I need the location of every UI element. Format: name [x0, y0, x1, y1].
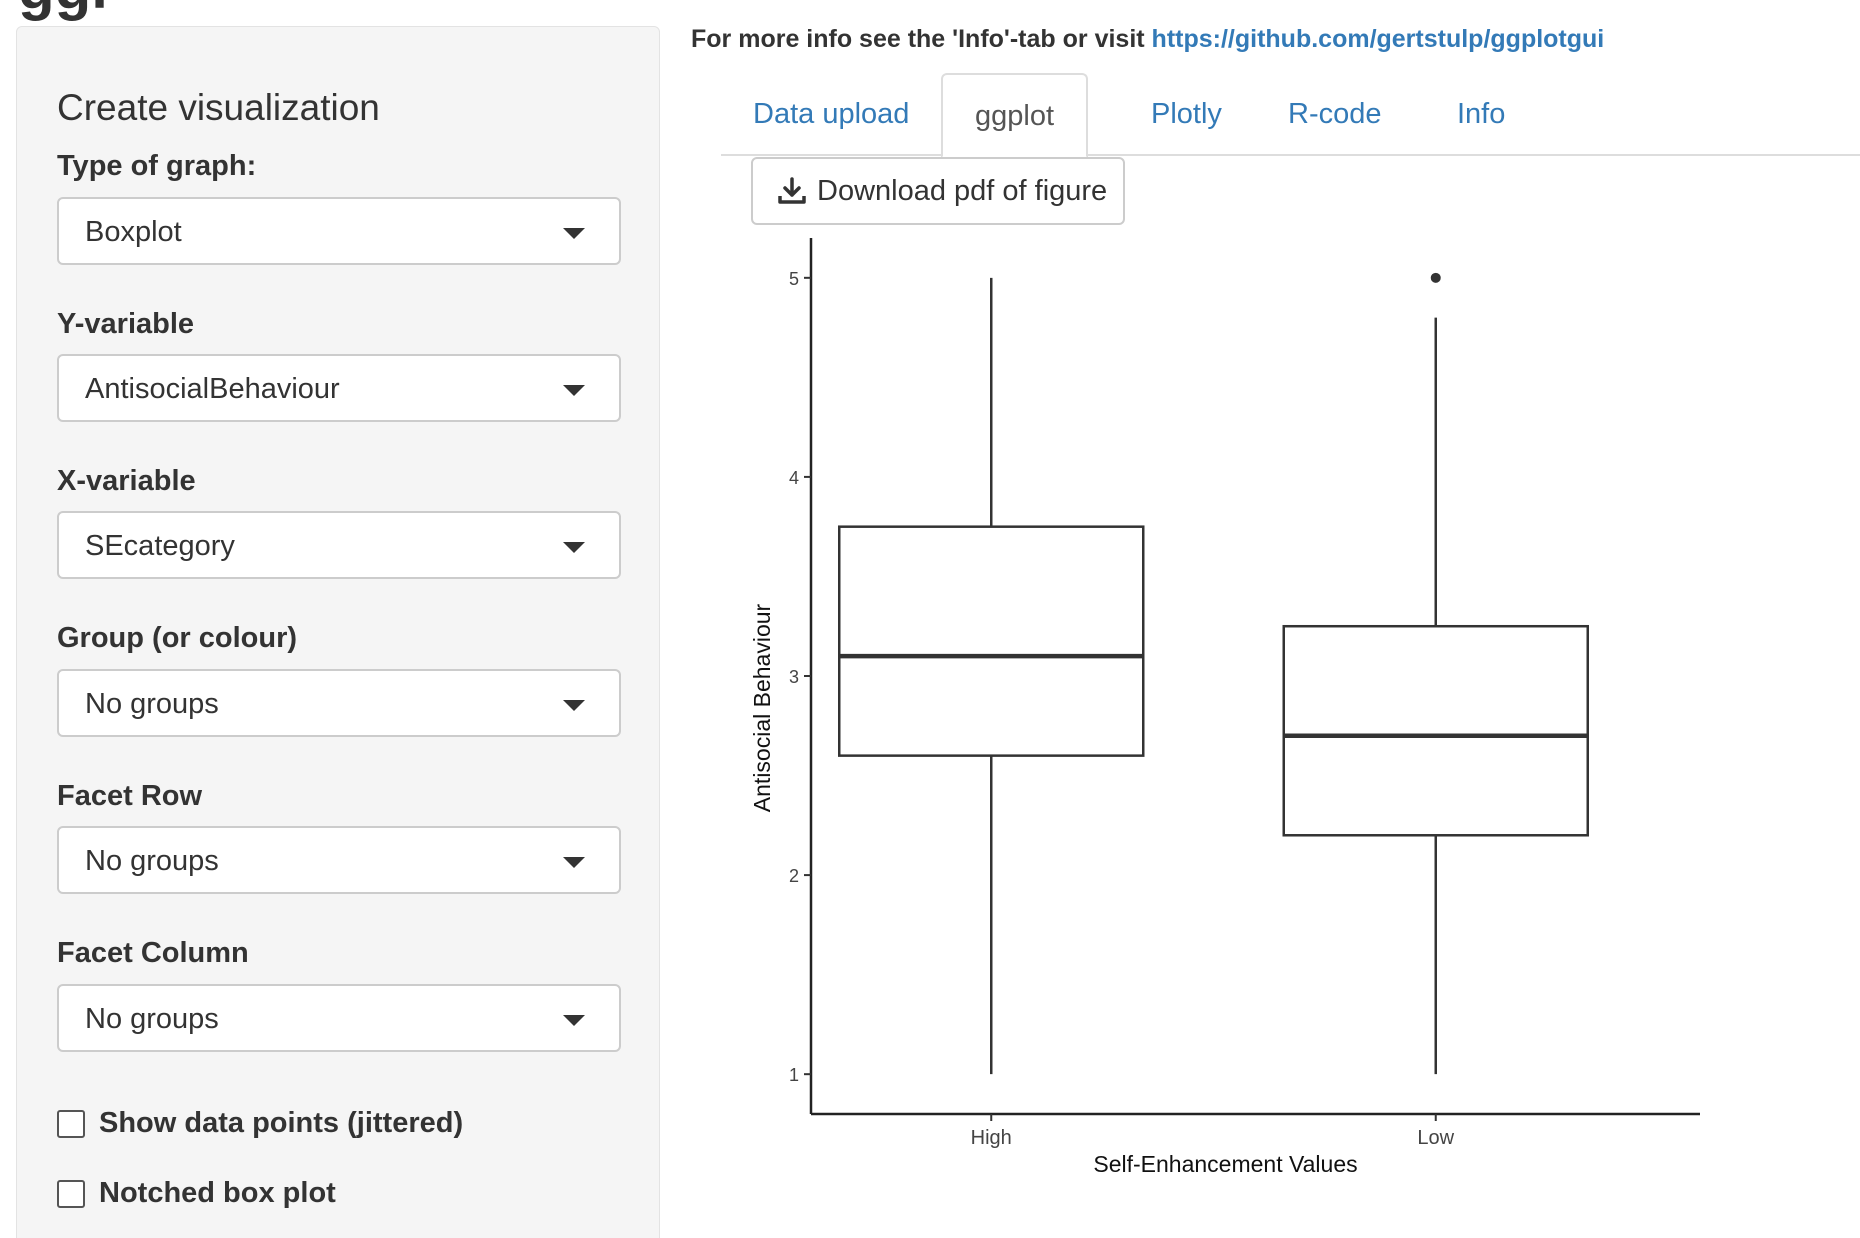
notched-box-plot-checkbox-row[interactable]: Notched box plot [57, 1177, 336, 1210]
facet-column-label: Facet Column [57, 937, 249, 969]
box-iqr [1282, 624, 1589, 837]
show-data-points-checkbox-row[interactable]: Show data points (jittered) [57, 1107, 463, 1140]
y-tick-label: 3 [789, 667, 799, 687]
x-tick-label: High [971, 1127, 1012, 1149]
y-variable-label: Y-variable [57, 308, 195, 340]
chevron-down-icon [563, 228, 585, 239]
download-icon [778, 177, 806, 204]
facet-row-value: No groups [85, 845, 219, 877]
github-link[interactable]: https://github.com/gertstulp/ggplotgui [1151, 25, 1605, 53]
outlier-point [1430, 272, 1441, 283]
show-data-points-label: Show data points (jittered) [99, 1107, 464, 1139]
x-variable-value: SEcategory [85, 530, 235, 562]
y-variable-select[interactable]: AntisocialBehaviour [57, 354, 621, 422]
page-title: ggl [18, 0, 108, 18]
tab-ggplot[interactable]: ggplot [941, 73, 1089, 158]
chevron-down-icon [563, 542, 585, 553]
facet-row-label: Facet Row [57, 780, 203, 812]
y-tick-label: 2 [789, 866, 799, 886]
tab-data-upload[interactable]: Data upload [753, 98, 910, 130]
group-select[interactable]: No groups [57, 669, 621, 737]
box-high [838, 277, 1145, 1075]
facet-column-value: No groups [85, 1003, 219, 1035]
tab-bar: Data upload ggplot Plotly R-code Info [721, 73, 1860, 158]
chevron-down-icon [563, 1015, 585, 1026]
group-value: No groups [85, 688, 219, 720]
x-variable-label: X-variable [57, 465, 196, 497]
notched-box-plot-checkbox[interactable] [57, 1179, 85, 1208]
facet-row-select[interactable]: No groups [57, 826, 621, 894]
x-axis-label: Self-Enhancement Values [1093, 1151, 1357, 1177]
info-text: For more info see the 'Info'-tab or visi… [691, 25, 1152, 53]
box-iqr [838, 525, 1145, 757]
type-of-graph-label: Type of graph: [57, 150, 257, 182]
y-tick-label: 1 [789, 1065, 799, 1085]
download-pdf-button[interactable]: Download pdf of figure [751, 157, 1125, 225]
y-tick-label: 4 [789, 468, 799, 488]
y-variable-value: AntisocialBehaviour [85, 373, 340, 405]
box-low [1282, 272, 1589, 1075]
sidebar-panel: Create visualization Type of graph: Boxp… [16, 26, 660, 1238]
chevron-down-icon [563, 385, 585, 396]
show-data-points-checkbox[interactable] [57, 1109, 85, 1138]
y-axis-label: Antisocial Behaviour [749, 603, 775, 812]
notched-box-plot-label: Notched box plot [99, 1177, 336, 1209]
y-tick-label: 5 [789, 269, 799, 289]
boxplot-chart: 1 2 3 4 5 High Low Self-Enhancement Values An… [749, 238, 1700, 1177]
tab-plotly[interactable]: Plotly [1151, 98, 1222, 130]
x-tick-label: Low [1417, 1127, 1454, 1149]
group-label: Group (or colour) [57, 622, 298, 654]
tab-info[interactable]: Info [1457, 98, 1506, 130]
x-variable-select[interactable]: SEcategory [57, 511, 621, 579]
facet-column-select[interactable]: No groups [57, 984, 621, 1052]
type-of-graph-value: Boxplot [85, 216, 182, 248]
tab-r-code[interactable]: R-code [1288, 98, 1382, 130]
info-line: For more info see the 'Info'-tab or visi… [691, 25, 1604, 54]
chevron-down-icon [563, 857, 585, 868]
sidebar-heading: Create visualization [57, 87, 380, 128]
chevron-down-icon [563, 700, 585, 711]
type-of-graph-select[interactable]: Boxplot [57, 197, 621, 265]
download-pdf-label: Download pdf of figure [817, 174, 1108, 207]
